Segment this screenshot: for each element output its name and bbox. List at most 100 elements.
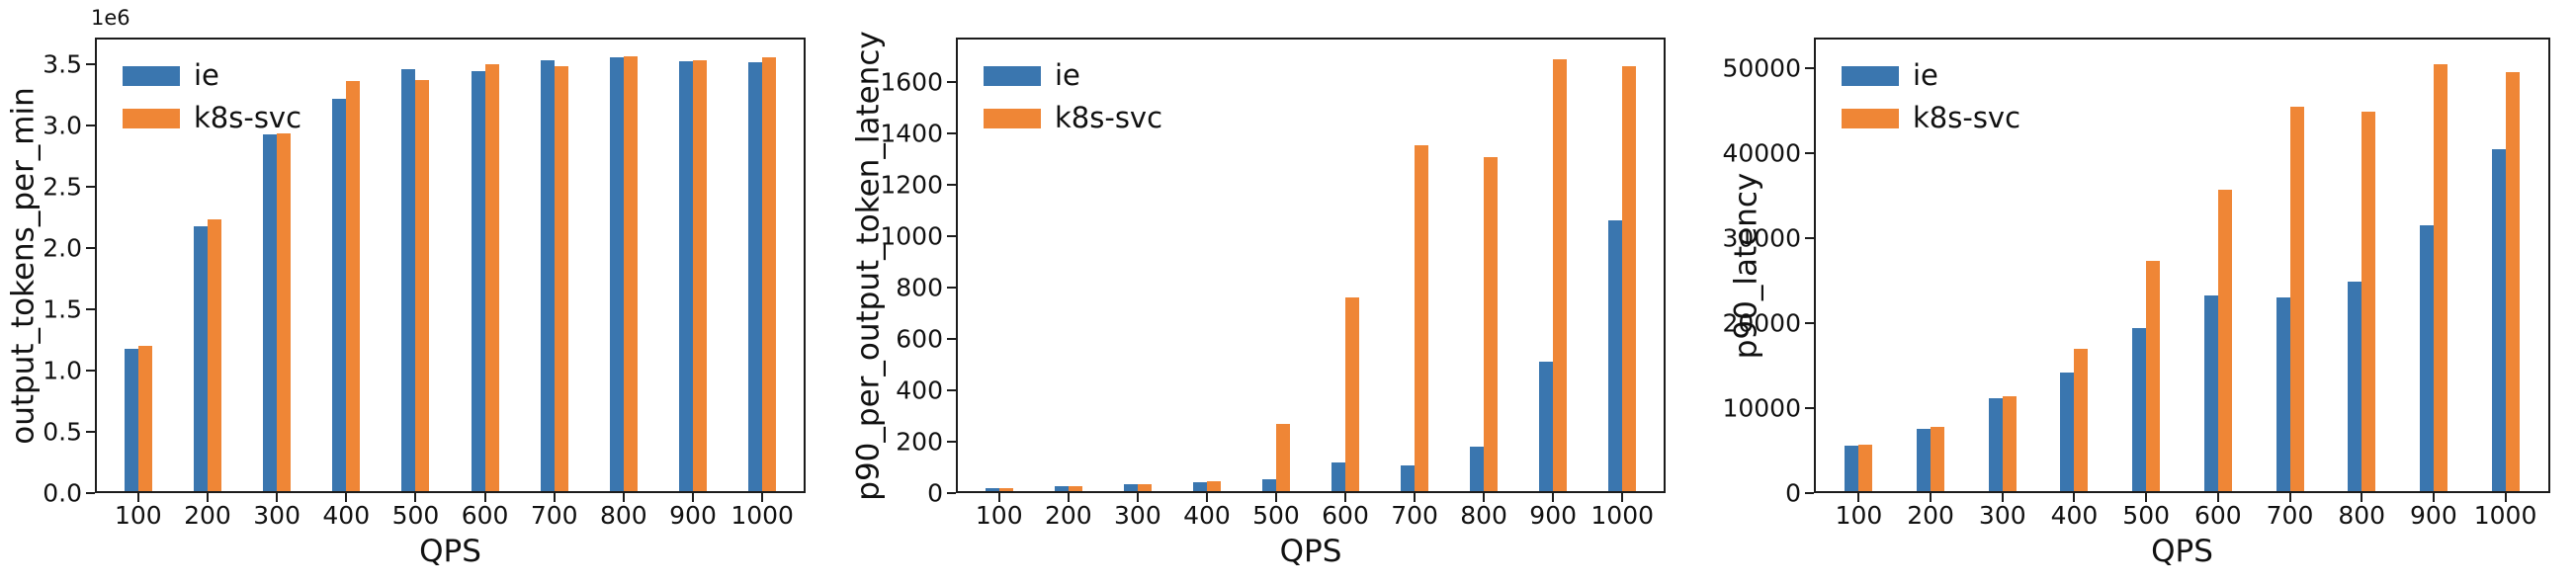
- legend: ie k8s-svc: [984, 61, 1162, 132]
- bar-ie-qps-100: [1845, 446, 1859, 491]
- x-tick-label: 300: [1978, 501, 2026, 530]
- bar-k8s-svc-qps-100: [998, 488, 1013, 491]
- legend-entry-k8s-svc: k8s-svc: [1842, 104, 2020, 132]
- legend: ie k8s-svc: [123, 61, 301, 132]
- x-tick-label: 500: [1252, 501, 1300, 530]
- y-tick-mark: [86, 125, 95, 127]
- y-tick-label: 600: [896, 324, 943, 354]
- y-tick-label: 2.5: [43, 172, 82, 202]
- y-tick-label: 0: [1785, 478, 1801, 508]
- x-tick-mark: [1344, 493, 1347, 502]
- bar-ie-qps-200: [193, 226, 208, 491]
- bar-ie-qps-400: [332, 99, 347, 491]
- bar-k8s-svc-qps-400: [346, 80, 361, 491]
- x-tick-label: 600: [2193, 501, 2242, 530]
- bar-k8s-svc-qps-800: [1484, 157, 1499, 491]
- y-tick-label: 20000: [1722, 308, 1801, 338]
- y-axis-offset-label: 1e6: [91, 6, 130, 30]
- bar-k8s-svc-qps-500: [415, 79, 430, 491]
- bar-ie-qps-500: [401, 68, 416, 491]
- y-tick-mark: [1805, 406, 1814, 409]
- bar-ie-qps-300: [1988, 398, 2003, 491]
- bar-ie-qps-200: [1917, 428, 1932, 491]
- x-tick-mark: [1930, 493, 1932, 502]
- legend-label-ie: ie: [1913, 58, 1938, 92]
- x-tick-label: 800: [1460, 501, 1507, 530]
- y-tick-label: 40000: [1722, 138, 1801, 168]
- x-tick-label: 900: [1529, 501, 1578, 530]
- bar-ie-qps-700: [2275, 296, 2290, 491]
- y-tick-mark: [947, 131, 956, 134]
- legend-swatch-ie: [984, 65, 1041, 86]
- y-tick-label: 1400: [880, 119, 943, 148]
- bar-ie-qps-300: [263, 134, 278, 491]
- bar-ie-qps-800: [1470, 447, 1485, 491]
- bar-ie-qps-300: [1123, 484, 1138, 491]
- x-tick-mark: [2001, 493, 2004, 502]
- bar-ie-qps-900: [1539, 361, 1554, 491]
- bar-ie-qps-500: [1261, 478, 1276, 491]
- bar-k8s-svc-qps-500: [2146, 260, 2161, 491]
- y-tick-mark: [86, 492, 95, 494]
- x-tick-mark: [692, 493, 694, 502]
- bar-k8s-svc-qps-500: [1275, 423, 1290, 491]
- bar-k8s-svc-qps-1000: [1622, 65, 1637, 491]
- bar-k8s-svc-qps-700: [1415, 145, 1429, 491]
- x-tick-label: 100: [114, 501, 162, 530]
- bar-k8s-svc-qps-900: [693, 59, 707, 491]
- x-tick-mark: [1136, 493, 1139, 502]
- bar-ie-qps-1000: [748, 61, 763, 491]
- bar-k8s-svc-qps-200: [1931, 426, 1945, 491]
- x-tick-mark: [761, 493, 764, 502]
- x-tick-label: 700: [2266, 501, 2314, 530]
- bar-ie-qps-800: [609, 56, 624, 491]
- y-tick-mark: [86, 308, 95, 311]
- x-tick-mark: [1067, 493, 1070, 502]
- y-tick-label: 0.5: [43, 417, 82, 447]
- y-tick-label: 3.0: [43, 111, 82, 140]
- bar-ie-qps-1000: [2491, 149, 2506, 491]
- x-tick-mark: [1857, 493, 1860, 502]
- y-tick-label: 400: [896, 376, 943, 405]
- y-tick-mark: [86, 431, 95, 434]
- y-tick-mark: [86, 186, 95, 189]
- bar-ie-qps-700: [1401, 465, 1416, 491]
- x-tick-label: 1000: [2473, 501, 2537, 530]
- legend-label-ie: ie: [194, 58, 219, 92]
- legend-entry-ie: ie: [123, 61, 301, 90]
- x-tick-label: 900: [669, 501, 717, 530]
- bar-ie-qps-600: [1331, 461, 1346, 491]
- plot-area: ie k8s-svc: [956, 38, 1666, 493]
- plot-area: ie k8s-svc: [1814, 38, 2550, 493]
- y-tick-label: 3.5: [43, 49, 82, 79]
- bar-ie-qps-400: [1192, 481, 1207, 491]
- chart-p90-latency: p90_latency ie k8s-svc QPS 0 10000 20000 300…: [1717, 0, 2576, 585]
- y-tick-mark: [947, 234, 956, 237]
- bar-ie-qps-900: [679, 61, 693, 491]
- y-tick-mark: [1805, 492, 1814, 494]
- x-tick-mark: [483, 493, 486, 502]
- x-tick-label: 1000: [1590, 501, 1655, 530]
- legend-label-k8s-svc: k8s-svc: [1913, 101, 2021, 134]
- y-tick-mark: [1805, 66, 1814, 69]
- bar-k8s-svc-qps-400: [2074, 348, 2089, 491]
- bar-k8s-svc-qps-200: [207, 218, 221, 491]
- bar-k8s-svc-qps-1000: [2505, 72, 2520, 491]
- y-tick-mark: [1805, 321, 1814, 324]
- bar-ie-qps-600: [2203, 295, 2218, 491]
- bar-k8s-svc-qps-600: [1345, 296, 1360, 491]
- x-tick-label: 1000: [730, 501, 794, 530]
- x-tick-label: 500: [2122, 501, 2171, 530]
- x-tick-mark: [622, 493, 625, 502]
- x-axis-label: QPS: [419, 534, 481, 569]
- x-axis-label: QPS: [2151, 534, 2213, 569]
- x-tick-label: 100: [1835, 501, 1883, 530]
- x-tick-mark: [2361, 493, 2363, 502]
- y-tick-label: 30000: [1722, 223, 1801, 253]
- bar-k8s-svc-qps-700: [554, 66, 568, 491]
- bar-k8s-svc-qps-600: [2217, 189, 2232, 491]
- bar-k8s-svc-qps-900: [2433, 64, 2447, 491]
- legend-swatch-ie: [123, 65, 180, 86]
- bar-ie-qps-100: [124, 349, 138, 491]
- x-tick-label: 700: [530, 501, 578, 530]
